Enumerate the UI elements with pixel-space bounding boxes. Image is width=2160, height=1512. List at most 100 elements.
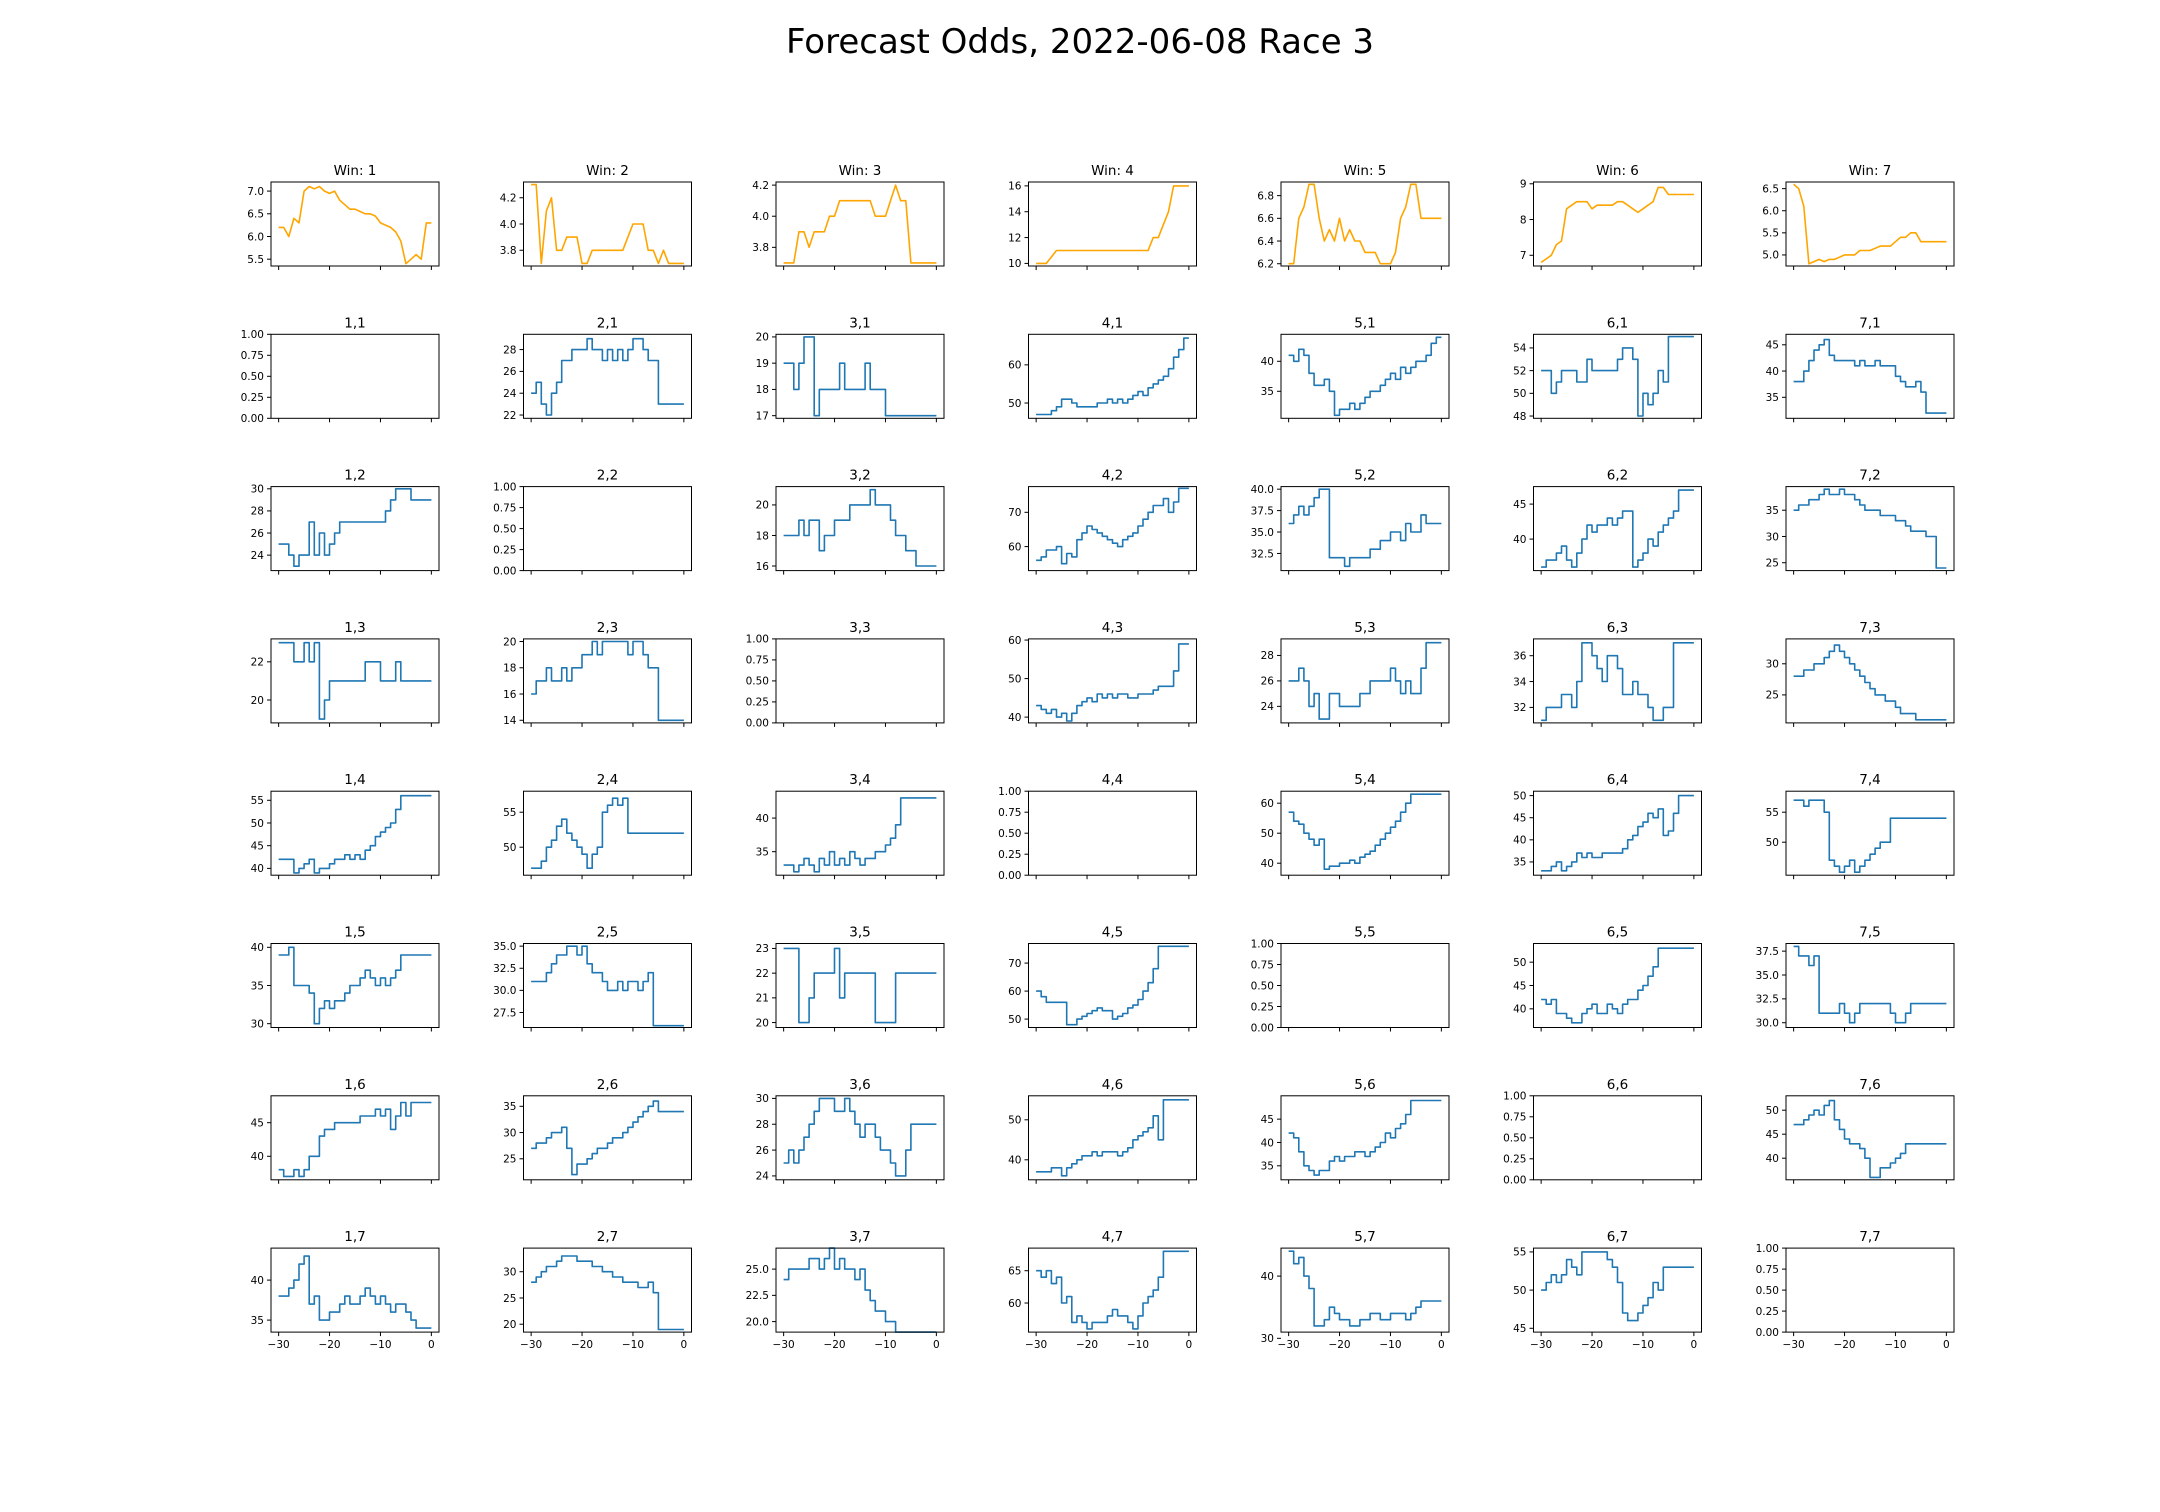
x-tick-label: −30: [520, 1339, 542, 1351]
subplot-title: 7,4: [1859, 772, 1880, 788]
subplot: 4,2 60 70: [1008, 468, 1197, 575]
x-tick-label: −20: [823, 1339, 845, 1351]
y-tick-label: 25: [1766, 558, 1779, 570]
series-line: [1541, 794, 1694, 872]
subplot: 2,3 14 16 18 20: [503, 620, 692, 727]
y-tick-label: 40: [1513, 1004, 1526, 1016]
y-tick-label: 20: [503, 636, 516, 648]
y-tick-label: 12: [1008, 232, 1021, 244]
y-tick-label: 60: [1008, 635, 1021, 647]
series-line: [1541, 1251, 1694, 1322]
y-tick-label: 5.0: [1762, 250, 1779, 262]
y-tick-label: 60: [1008, 541, 1021, 553]
axes-frame: [1028, 1095, 1197, 1181]
y-tick-label: 1.00: [1756, 1243, 1779, 1255]
series-line: [1036, 1250, 1189, 1330]
subplot-title: 7,7: [1859, 1229, 1880, 1245]
axes-frame: [1785, 638, 1955, 724]
subplot-title: 1,4: [344, 772, 365, 788]
subplot: 6,3 32 34 36: [1513, 620, 1702, 727]
y-tick-label: 4.0: [500, 219, 517, 231]
y-tick-label: 32: [1513, 702, 1526, 714]
y-tick-label: 45: [1513, 1323, 1526, 1335]
y-tick-label: 45: [251, 840, 264, 852]
subplot-title: 2,3: [597, 620, 618, 636]
subplot-title: Win: 6: [1596, 163, 1639, 179]
subplot: Win: 1 5.5 6.0 6.5 7.0: [247, 163, 440, 270]
y-tick-label: 28: [503, 344, 516, 356]
y-tick-label: 32.5: [493, 963, 516, 975]
axes-frame: [1785, 790, 1955, 876]
series-line: [531, 640, 684, 722]
y-tick-label: 0.50: [998, 828, 1021, 840]
axes-frame: [775, 638, 945, 724]
y-tick-label: 70: [1008, 958, 1021, 970]
y-tick-label: 32.5: [1756, 994, 1779, 1006]
axes-frame: [775, 486, 945, 572]
y-tick-label: 26: [1261, 676, 1275, 688]
subplot: 3,5 20 21 22 23: [756, 925, 945, 1032]
y-tick-label: 37.5: [1756, 946, 1779, 958]
y-tick-label: 0.00: [1503, 1175, 1526, 1187]
axes-frame: [1280, 333, 1450, 419]
series-line: [1036, 1099, 1189, 1177]
series-line: [1288, 641, 1442, 720]
y-tick-label: 40: [1513, 534, 1526, 546]
y-tick-label: 26: [756, 1145, 770, 1157]
y-tick-label: 18: [756, 384, 769, 396]
y-tick-label: 6.5: [1762, 183, 1779, 195]
subplot-title: Win: 5: [1344, 163, 1387, 179]
axes-frame: [1533, 1247, 1702, 1333]
y-tick-label: 30.0: [493, 985, 516, 997]
series-line: [1288, 1250, 1442, 1327]
subplot-title: 6,3: [1607, 620, 1628, 636]
y-tick-label: 0.50: [493, 523, 516, 535]
y-tick-label: 55: [1513, 1247, 1526, 1259]
y-tick-label: 30: [251, 484, 264, 496]
x-tick-label: 0: [933, 1339, 940, 1351]
y-tick-label: 40: [1766, 1153, 1779, 1165]
y-tick-label: 8: [1520, 214, 1527, 226]
y-tick-label: 3.8: [500, 245, 517, 257]
y-tick-label: 30: [251, 1018, 264, 1030]
axes-frame: [1028, 638, 1197, 724]
series-line: [1793, 338, 1947, 414]
y-tick-label: 60: [1008, 360, 1021, 372]
y-tick-label: 40: [756, 813, 769, 825]
subplot: 3,4 35 40: [756, 772, 945, 880]
y-tick-label: 1.00: [1503, 1091, 1526, 1103]
y-tick-label: 20.0: [746, 1316, 769, 1328]
y-tick-label: 20: [503, 1319, 516, 1331]
axes-frame: [270, 1095, 440, 1181]
y-tick-label: 40: [1008, 1155, 1021, 1167]
y-tick-label: 35: [251, 980, 264, 992]
y-tick-label: 25: [503, 1293, 516, 1305]
subplot-title: 5,6: [1354, 1077, 1375, 1093]
y-tick-label: 0.75: [746, 655, 769, 667]
y-tick-label: 34: [1513, 676, 1527, 688]
axes-frame: [775, 790, 945, 876]
subplot-title: 7,2: [1859, 468, 1880, 484]
axes-frame: [1533, 1095, 1702, 1181]
series-line: [278, 794, 432, 874]
y-tick-label: 52: [1513, 365, 1526, 377]
y-tick-label: 45: [1261, 1114, 1274, 1126]
y-tick-label: 0.75: [1503, 1112, 1526, 1124]
axes-frame: [1785, 943, 1955, 1028]
series-line: [531, 1255, 684, 1331]
axes-frame: [523, 181, 692, 267]
subplot: 5,2 32.5 35.0 37.5 40.0: [1251, 468, 1450, 575]
axes-frame: [1028, 333, 1197, 419]
subplot: 5,5 0.00 0.25 0.50 0.75 1.00: [1251, 925, 1450, 1034]
y-tick-label: 40: [251, 1275, 264, 1287]
series-line: [1541, 335, 1694, 417]
axes-frame: [1533, 943, 1702, 1028]
y-tick-label: 25.0: [746, 1264, 769, 1276]
series-line: [1288, 793, 1442, 870]
y-tick-label: 30: [756, 1093, 769, 1105]
y-tick-label: 48: [1513, 411, 1526, 423]
subplot-title: 4,7: [1102, 1229, 1123, 1245]
y-tick-label: 0.75: [1756, 1264, 1779, 1276]
subplot: 1,5 30 35 40: [251, 925, 440, 1032]
y-tick-label: 6.0: [247, 231, 264, 243]
